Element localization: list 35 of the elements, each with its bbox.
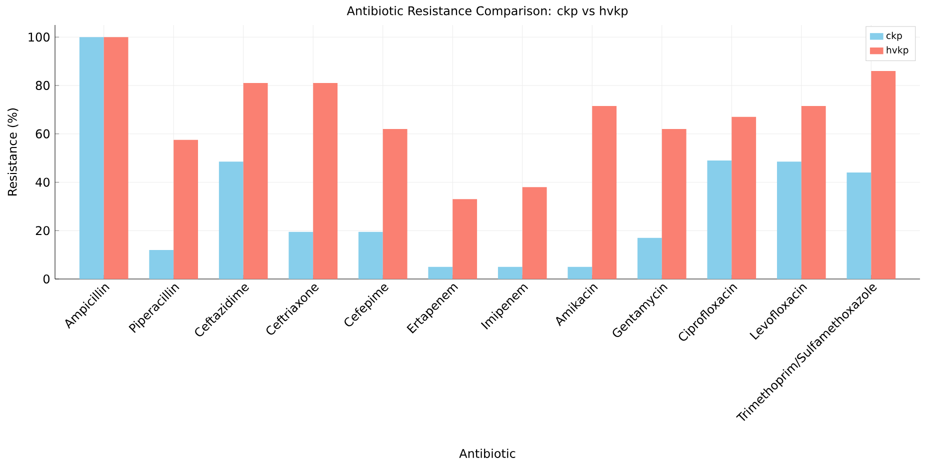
bar [732,116,756,279]
bar [522,187,547,279]
y-tick-label: 60 [36,129,50,138]
bar [428,266,453,279]
bar [707,160,732,279]
bar [452,199,478,279]
bar [498,266,522,279]
bar [662,129,686,279]
bar [382,129,408,279]
bar [174,140,198,279]
y-axis-title: Resistance (%) [8,108,18,196]
legend-label: hvkp [886,46,908,56]
bar [846,172,872,279]
bar [288,232,314,279]
bar [871,70,896,279]
bar [313,83,338,279]
x-axis-title: Antibiotic [459,448,516,458]
chart-title: Antibiotic Resistance Comparison: ckp vs hvkp [346,6,628,18]
bar [801,106,826,279]
bar [592,106,617,279]
y-tick-label: 0 [43,274,50,284]
bar [79,37,104,279]
y-tick-label: 20 [36,226,50,236]
y-tick-label: 80 [36,80,50,90]
bar [149,250,174,279]
bar [776,162,802,279]
y-tick-label: 40 [36,178,50,187]
bar [637,238,662,279]
bar [568,266,592,279]
y-tick-label: 100 [28,32,50,42]
bar [104,37,128,279]
bar [243,83,268,279]
bar [218,162,244,279]
legend-label: ckp [886,32,902,41]
bar [358,232,383,279]
